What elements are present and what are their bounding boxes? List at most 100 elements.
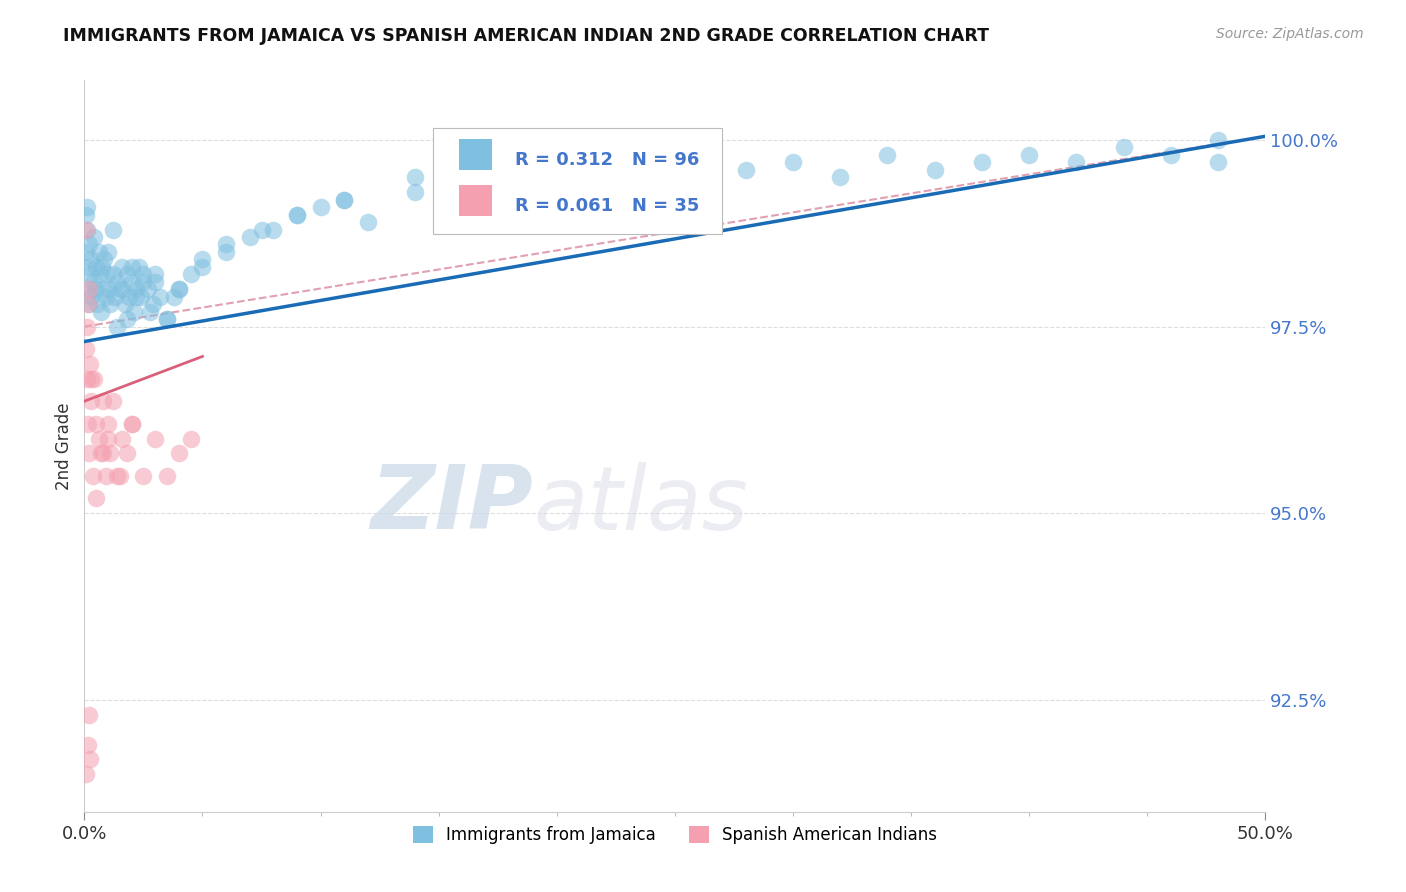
Point	[115, 268, 138, 282]
Point	[139, 304, 162, 318]
Point	[128, 260, 150, 274]
Point	[593, 186, 616, 200]
Point	[98, 297, 121, 311]
Point	[97, 417, 120, 431]
Point	[333, 193, 356, 207]
Point	[75, 342, 97, 356]
Point	[107, 468, 129, 483]
Point	[94, 468, 117, 483]
Point	[75, 222, 97, 236]
Point	[84, 282, 107, 296]
Point	[239, 230, 262, 244]
Point	[143, 432, 166, 446]
Point	[90, 304, 112, 318]
Point	[91, 446, 114, 460]
Point	[215, 244, 238, 259]
Point	[546, 140, 568, 154]
Point	[498, 193, 520, 207]
Point	[121, 417, 143, 431]
Point	[876, 148, 898, 162]
Point	[830, 170, 852, 185]
Point	[79, 282, 101, 296]
Point	[122, 304, 145, 318]
Point	[404, 186, 426, 200]
Point	[250, 222, 273, 236]
Point	[129, 290, 152, 304]
Y-axis label: 2nd Grade: 2nd Grade	[55, 402, 73, 490]
Point	[125, 290, 148, 304]
Point	[98, 446, 121, 460]
Point	[75, 244, 97, 259]
Point	[91, 394, 114, 409]
Point	[79, 357, 101, 371]
Point	[1206, 133, 1229, 147]
Point	[118, 290, 141, 304]
Point	[215, 237, 238, 252]
Point	[77, 297, 100, 311]
Point	[101, 268, 124, 282]
Point	[82, 275, 104, 289]
Point	[262, 222, 284, 236]
Point	[76, 222, 98, 236]
Point	[1160, 148, 1182, 162]
Point	[156, 468, 179, 483]
Point	[77, 237, 100, 252]
Point	[970, 155, 993, 169]
Point	[89, 268, 111, 282]
Point	[101, 222, 124, 236]
Point	[114, 297, 136, 311]
Point	[115, 312, 138, 326]
Point	[132, 275, 155, 289]
Point	[107, 275, 129, 289]
Point	[191, 252, 214, 267]
Point	[309, 200, 332, 214]
Point	[77, 738, 100, 752]
Point	[115, 446, 138, 460]
Point	[734, 162, 756, 177]
Point	[83, 372, 105, 386]
Point	[87, 432, 110, 446]
Point	[1112, 140, 1135, 154]
Point	[80, 394, 103, 409]
Text: atlas: atlas	[533, 461, 748, 548]
Point	[167, 282, 190, 296]
Point	[79, 752, 101, 766]
Point	[149, 290, 172, 304]
Point	[142, 297, 165, 311]
Legend: Immigrants from Jamaica, Spanish American Indians: Immigrants from Jamaica, Spanish America…	[406, 820, 943, 851]
Point	[93, 252, 115, 267]
Point	[640, 170, 662, 185]
Point	[108, 282, 131, 296]
FancyBboxPatch shape	[433, 128, 723, 234]
Point	[1206, 155, 1229, 169]
Point	[80, 290, 103, 304]
Point	[285, 208, 308, 222]
Point	[156, 312, 179, 326]
Point	[125, 282, 148, 296]
Text: R = 0.061   N = 35: R = 0.061 N = 35	[516, 197, 700, 215]
Point	[180, 268, 202, 282]
Point	[167, 282, 190, 296]
Point	[782, 155, 804, 169]
Point	[156, 312, 179, 326]
Point	[77, 297, 100, 311]
Point	[91, 282, 114, 296]
Point	[79, 268, 101, 282]
Point	[94, 290, 117, 304]
Point	[97, 432, 120, 446]
Point	[121, 275, 143, 289]
Text: ZIP: ZIP	[370, 461, 533, 548]
Point	[77, 282, 100, 296]
Point	[163, 290, 186, 304]
Point	[77, 446, 100, 460]
Point	[80, 252, 103, 267]
Point	[77, 707, 100, 722]
Point	[90, 446, 112, 460]
Point	[76, 200, 98, 214]
Point	[121, 260, 143, 274]
Point	[84, 260, 107, 274]
Point	[76, 372, 98, 386]
Point	[108, 468, 131, 483]
Point	[86, 297, 108, 311]
Point	[688, 178, 710, 192]
